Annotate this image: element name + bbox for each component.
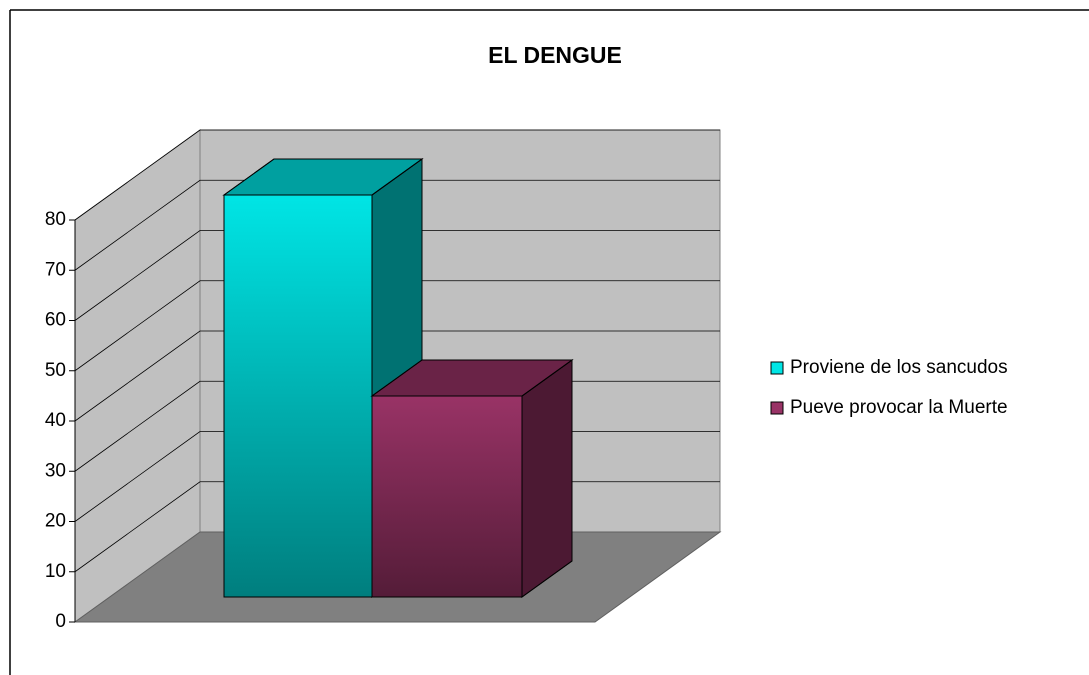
y-tick-label: 80: [45, 209, 66, 230]
grid-line: [74, 230, 720, 321]
y-tick-label: 50: [45, 360, 66, 381]
bar-side-shade: [521, 359, 573, 598]
bar-top-shade: [222, 158, 424, 196]
bar-front-color: [223, 194, 373, 598]
grid-line: [74, 129, 720, 221]
legend-label: Pueve provocar la Muerte: [790, 397, 1008, 418]
legend-swatch: [770, 361, 784, 375]
legend-label: Proviene de los sancudos: [790, 357, 1008, 378]
y-tick-label: 60: [45, 310, 66, 331]
chart-title: EL DENGUE: [488, 42, 622, 68]
y-tick-label: 30: [45, 460, 66, 481]
bar-top-shade: [370, 359, 574, 397]
y-tick-label: 70: [45, 259, 66, 280]
bar-front-color: [371, 395, 523, 598]
grid-line: [74, 330, 720, 422]
legend-swatch: [770, 401, 784, 415]
grid-line: [74, 280, 720, 372]
y-tick-label: 20: [45, 511, 66, 532]
y-tick-label: 10: [45, 561, 66, 582]
y-tick-label: 0: [55, 611, 66, 632]
grid-line: [74, 179, 720, 271]
y-tick-label: 40: [45, 410, 66, 431]
